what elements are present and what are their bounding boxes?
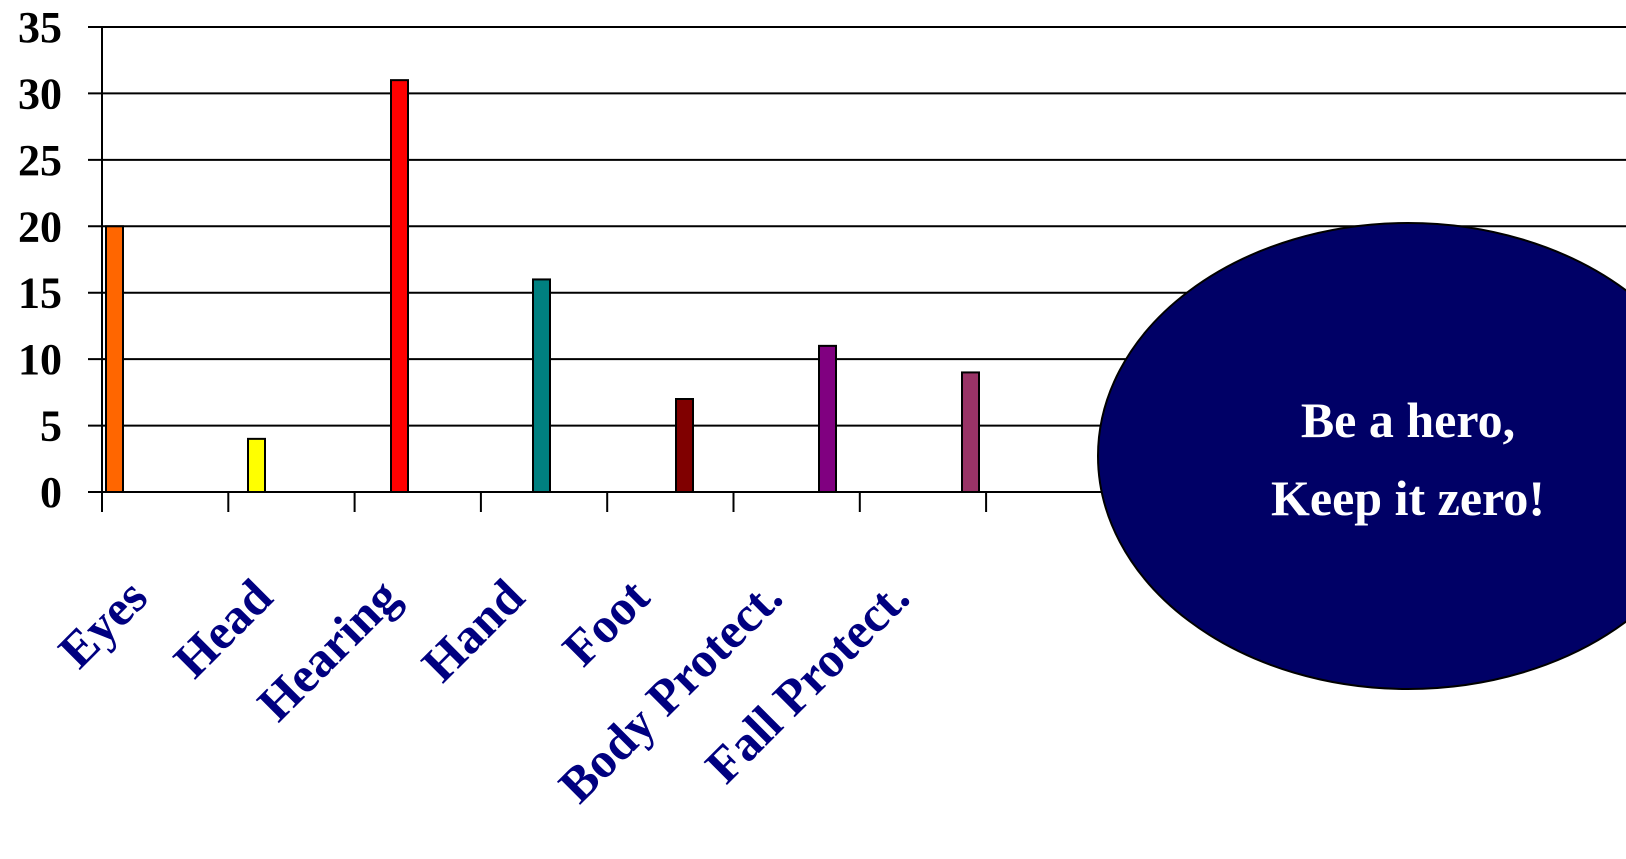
bar-hand (532, 278, 551, 493)
callout-line-1: Be a hero, (1301, 392, 1515, 448)
bar-body-protect (818, 344, 837, 493)
y-tick-label: 15 (18, 269, 62, 318)
x-tick-label: Hearing (246, 568, 409, 731)
y-tick-label: 20 (18, 202, 62, 251)
bar-fall-protect (961, 371, 980, 493)
y-tick-label: 10 (18, 335, 62, 384)
y-tick-label: 0 (40, 468, 62, 517)
x-axis (101, 492, 988, 512)
x-tick-label: Foot (551, 568, 660, 677)
y-tick-label: 30 (18, 69, 62, 118)
y-axis: 0 5 10 15 20 25 30 35 (18, 3, 103, 517)
x-tick-label: Eyes (47, 568, 157, 678)
x-tick-label: Hand (411, 568, 535, 692)
bar-eyes (105, 225, 124, 494)
callout: Be a hero, Keep it zero! (1097, 222, 1626, 690)
y-tick-label: 5 (40, 402, 62, 451)
bar-hearing (390, 79, 409, 494)
bar-head (247, 437, 266, 494)
y-tick-label: 25 (18, 136, 62, 185)
y-tick-label: 35 (18, 3, 62, 52)
gridlines (88, 26, 1626, 493)
bars (105, 79, 980, 494)
bar-foot (675, 398, 694, 493)
callout-ellipse (1097, 222, 1626, 690)
x-tick-label: Head (163, 568, 283, 688)
callout-line-2: Keep it zero! (1271, 470, 1545, 526)
